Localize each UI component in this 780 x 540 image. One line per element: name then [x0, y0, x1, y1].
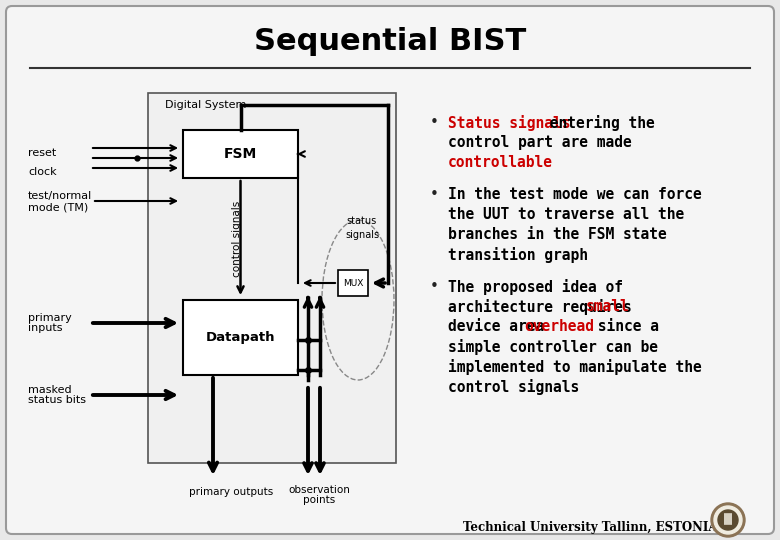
- Text: implemented to manipulate the: implemented to manipulate the: [448, 359, 702, 375]
- Bar: [148, 93, 396, 463]
- Text: status bits: status bits: [28, 395, 86, 405]
- Text: device area: device area: [448, 319, 553, 334]
- Text: reset: reset: [28, 148, 56, 158]
- Text: since a: since a: [589, 319, 659, 334]
- Text: test/normal: test/normal: [28, 191, 92, 201]
- Text: transition graph: transition graph: [448, 247, 588, 263]
- Text: Status signals: Status signals: [448, 115, 570, 131]
- Text: overhead: overhead: [524, 319, 594, 334]
- Text: entering the: entering the: [541, 115, 654, 131]
- Text: architecture requires: architecture requires: [448, 299, 640, 315]
- Bar: [183, 300, 298, 375]
- Text: control signals: control signals: [232, 201, 243, 277]
- Text: In the test mode we can force: In the test mode we can force: [448, 187, 702, 202]
- Circle shape: [718, 510, 738, 530]
- Text: mode (TM): mode (TM): [28, 202, 88, 212]
- Text: Digital System: Digital System: [165, 100, 246, 110]
- Text: •: •: [430, 279, 439, 294]
- Text: branches in the FSM state: branches in the FSM state: [448, 227, 667, 242]
- Text: primary outputs: primary outputs: [189, 487, 273, 497]
- Text: inputs: inputs: [28, 323, 62, 333]
- Circle shape: [714, 506, 742, 534]
- Text: •: •: [430, 187, 439, 202]
- Text: status
signals: status signals: [345, 217, 379, 240]
- Circle shape: [711, 503, 745, 537]
- Text: Sequential BIST: Sequential BIST: [254, 28, 526, 57]
- Bar: [183, 130, 298, 178]
- Text: primary: primary: [28, 313, 72, 323]
- Text: FSM: FSM: [224, 147, 257, 161]
- Text: Datapath: Datapath: [206, 331, 275, 344]
- Text: the UUT to traverse all the: the UUT to traverse all the: [448, 207, 684, 222]
- Bar: [338, 270, 368, 296]
- Text: •: •: [430, 115, 439, 130]
- Text: control signals: control signals: [448, 379, 580, 395]
- Text: The proposed idea of: The proposed idea of: [448, 279, 623, 295]
- Text: controllable: controllable: [448, 155, 553, 170]
- Text: small: small: [586, 299, 629, 314]
- Text: points: points: [303, 495, 335, 505]
- Text: MUX: MUX: [343, 279, 363, 287]
- FancyBboxPatch shape: [6, 6, 774, 534]
- Text: Technical University Tallinn, ESTONIA: Technical University Tallinn, ESTONIA: [463, 521, 718, 534]
- Text: masked: masked: [28, 385, 72, 395]
- Text: control part are made: control part are made: [448, 135, 632, 150]
- Text: clock: clock: [28, 167, 57, 177]
- Text: simple controller can be: simple controller can be: [448, 339, 658, 355]
- Text: observation: observation: [288, 485, 350, 495]
